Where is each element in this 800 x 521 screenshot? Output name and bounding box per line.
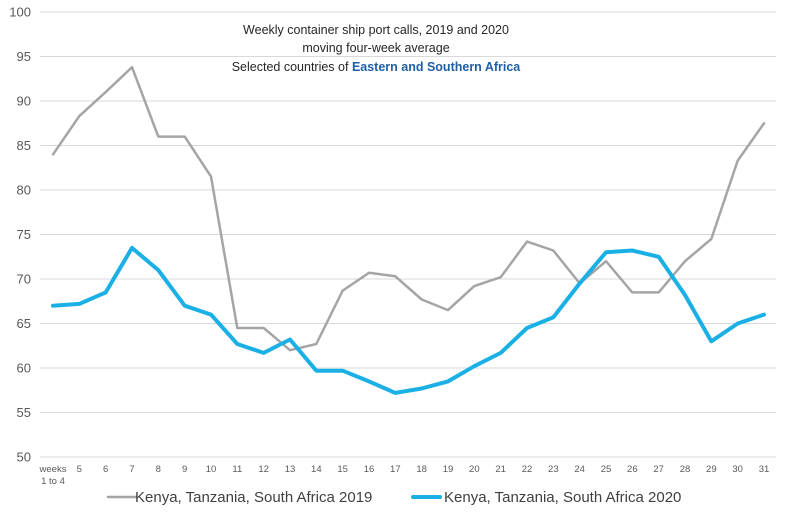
x-tick-label: 26 xyxy=(627,464,638,475)
y-axis-ticks: 50 55 60 65 70 75 80 85 90 95 100 xyxy=(9,5,31,465)
x-tick-label: 18 xyxy=(416,464,427,475)
x-tick-label: 28 xyxy=(680,464,691,475)
x-tick-label: 29 xyxy=(706,464,717,475)
legend: Kenya, Tanzania, South Africa 2019 Kenya… xyxy=(106,489,681,506)
y-tick-label: 65 xyxy=(17,316,31,331)
x-tick-label: 16 xyxy=(364,464,375,475)
x-tick-label: 20 xyxy=(469,464,480,475)
x-tick-label: 9 xyxy=(182,464,187,475)
x-tick-label: 25 xyxy=(601,464,612,475)
x-tick-label: 10 xyxy=(206,464,217,475)
subtitle-highlight: Eastern and Southern Africa xyxy=(352,60,521,74)
legend-label-2020: Kenya, Tanzania, South Africa 2020 xyxy=(444,489,681,506)
subtitle-prefix: Selected countries of xyxy=(232,60,352,74)
x-tick-label: 24 xyxy=(574,464,585,475)
x-tick-label: weeks 1 to 4 xyxy=(39,464,67,487)
legend-label-2019: Kenya, Tanzania, South Africa 2019 xyxy=(135,489,372,506)
chart-title: Weekly container ship port calls, 2019 a… xyxy=(232,23,522,74)
x-tick-label: 27 xyxy=(653,464,664,475)
x-tick-label: 19 xyxy=(443,464,454,475)
gridlines xyxy=(40,11,776,458)
x-tick-label: 13 xyxy=(285,464,296,475)
x-tick-label: 11 xyxy=(232,464,242,475)
x-tick-label: 31 xyxy=(759,464,770,475)
title-line-1: Weekly container ship port calls, 2019 a… xyxy=(243,23,509,37)
y-tick-label: 95 xyxy=(17,49,31,64)
title-line-2: moving four-week average xyxy=(302,41,449,55)
x-tick-label: 30 xyxy=(732,464,743,475)
x-tick-label: 22 xyxy=(522,464,533,475)
y-tick-label: 75 xyxy=(17,227,31,242)
y-tick-label: 60 xyxy=(17,361,31,376)
x-tick-label: 12 xyxy=(258,464,269,475)
x-tick-label: 5 xyxy=(77,464,82,475)
x-tick-label: 23 xyxy=(548,464,559,475)
title-line-3: Selected countries of Eastern and Southe… xyxy=(232,60,522,74)
x-axis-ticks: weeks 1 to 4 5 6 7 8 9 10 11 12 13 14 15 16 17 18 19 20 21… xyxy=(39,464,770,487)
series-line-2020 xyxy=(51,245,766,395)
x-tick-label: 14 xyxy=(311,464,322,475)
x-tick-label: 17 xyxy=(390,464,401,475)
series-layer xyxy=(51,65,766,395)
y-tick-label: 100 xyxy=(9,5,31,20)
y-tick-label: 90 xyxy=(17,94,31,109)
y-tick-label: 85 xyxy=(17,138,31,153)
y-tick-label: 55 xyxy=(17,405,31,420)
x-tick-label: 21 xyxy=(495,464,506,475)
series-line-2019 xyxy=(51,65,766,352)
y-tick-label: 80 xyxy=(17,183,31,198)
y-tick-label: 70 xyxy=(17,272,31,287)
y-tick-label: 50 xyxy=(17,450,31,465)
x-tick-label: 8 xyxy=(156,464,161,475)
x-tick-label: 7 xyxy=(129,464,134,475)
x-tick-label: 6 xyxy=(103,464,108,475)
x-tick-label: 15 xyxy=(337,464,348,475)
